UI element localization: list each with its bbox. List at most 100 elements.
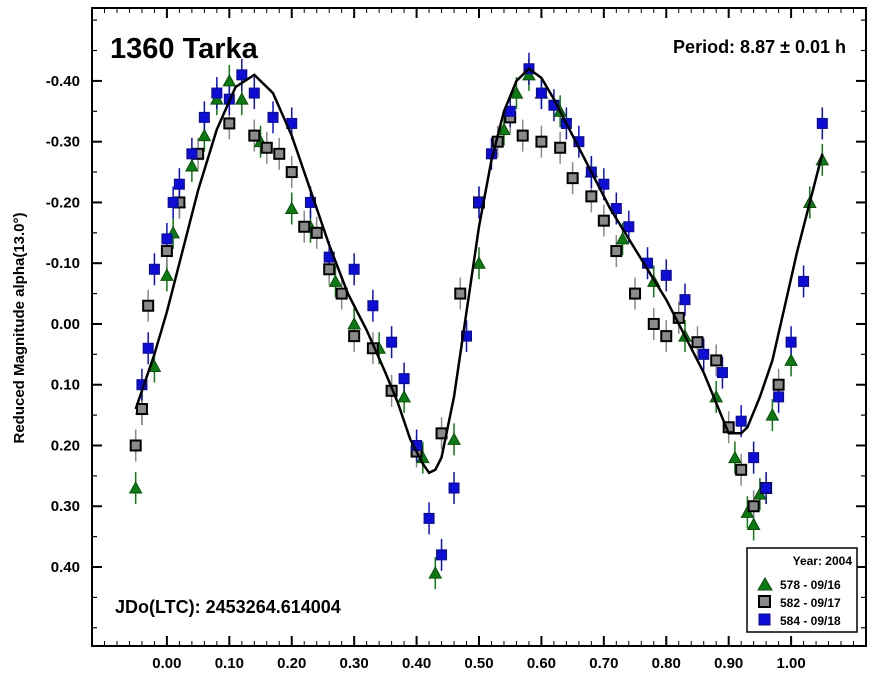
legend-blue-square-icon — [758, 613, 771, 626]
period-label: Period: 8.87 ± 0.01 h — [673, 37, 846, 57]
data-point-578 — [522, 67, 536, 81]
data-point-584 — [198, 111, 210, 123]
legend-entry-582: 582 - 09/17 — [780, 596, 841, 610]
data-point-584 — [161, 233, 173, 245]
x-axis: 0.00 0.10 0.20 0.30 0.40 0.50 0.60 0.70 0.80 0.90… — [103, 8, 855, 672]
data-point-584 — [716, 367, 728, 379]
chart-title: 1360 Tarka — [110, 33, 259, 65]
data-point-578 — [284, 201, 299, 215]
data-point-582 — [772, 378, 785, 391]
plot-frame — [91, 7, 867, 647]
data-point-582 — [535, 135, 548, 148]
data-point-584 — [236, 69, 248, 81]
data-point-582 — [135, 403, 148, 416]
data-point-578 — [222, 73, 237, 87]
data-point-578 — [765, 408, 780, 421]
x-tick-label: 0.90 — [714, 655, 743, 672]
data-point-584 — [423, 512, 435, 524]
legend-entry-584: 584 - 09/18 — [780, 614, 841, 628]
data-point-578 — [397, 389, 411, 403]
legend: Year: 2004 578 - 09/16 582 - 09/17 584 -… — [746, 547, 858, 633]
data-point-582 — [585, 190, 598, 203]
legend-triangle-icon — [757, 577, 773, 591]
y-tick-label: 0.00 — [51, 316, 80, 333]
data-point-578 — [784, 353, 798, 366]
data-point-582 — [691, 336, 704, 349]
data-point-582 — [554, 141, 567, 154]
data-point-584 — [248, 87, 260, 99]
data-point-578 — [234, 92, 249, 105]
data-point-584 — [798, 275, 810, 287]
x-tick-label: 0.20 — [277, 655, 306, 672]
data-point-582 — [660, 330, 673, 343]
data-point-578 — [160, 268, 174, 281]
data-point-582 — [298, 220, 311, 233]
legend-gray-square-icon — [758, 595, 771, 608]
y-tick-label: -0.10 — [46, 255, 80, 272]
data-point-578 — [497, 122, 511, 136]
data-point-582 — [647, 317, 660, 330]
data-point-584 — [535, 87, 547, 99]
data-point-582 — [735, 463, 748, 476]
y-tick-label: 0.30 — [51, 498, 80, 515]
data-point-584 — [173, 178, 185, 190]
data-point-584 — [760, 482, 772, 494]
data-point-584 — [186, 148, 198, 160]
y-tick-label: 0.10 — [51, 377, 80, 394]
data-point-578 — [347, 316, 362, 330]
data-point-582 — [223, 117, 236, 130]
legend-entry-578: 578 - 09/16 — [780, 578, 841, 592]
x-tick-label: 0.30 — [340, 655, 369, 672]
data-point-584 — [679, 294, 691, 306]
data-point-584 — [267, 111, 279, 123]
x-tick-label: 0.70 — [589, 655, 618, 672]
data-point-578 — [509, 86, 524, 99]
data-point-584 — [386, 336, 398, 348]
data-point-582 — [129, 439, 142, 452]
data-point-582 — [248, 129, 261, 142]
data-point-582 — [610, 245, 623, 258]
data-point-578 — [328, 274, 343, 287]
data-point-584 — [348, 263, 360, 275]
y-tick-label: 0.20 — [51, 437, 80, 454]
x-tick-label: 0.50 — [464, 655, 493, 672]
data-point-578 — [472, 256, 486, 269]
legend-title: Year: 2004 — [793, 554, 853, 568]
x-tick-label: 0.00 — [152, 655, 181, 672]
data-point-584 — [785, 336, 797, 348]
fit-curve — [134, 67, 824, 475]
y-tick-label: -0.30 — [46, 134, 80, 151]
data-point-582 — [335, 287, 348, 300]
data-point-584 — [748, 452, 760, 464]
data-point-582 — [710, 354, 723, 367]
data-point-584 — [398, 373, 410, 385]
data-point-582 — [566, 172, 579, 185]
data-point-582 — [160, 245, 173, 258]
y-tick-label: -0.20 — [46, 194, 80, 211]
data-point-578 — [615, 231, 630, 245]
data-point-584 — [773, 391, 785, 403]
data-point-584 — [461, 330, 473, 342]
data-point-584 — [436, 549, 448, 561]
data-point-582 — [142, 299, 155, 312]
x-tick-label: 1.00 — [776, 655, 805, 672]
data-point-584 — [816, 117, 828, 129]
data-point-582 — [273, 147, 286, 160]
y-tick-label: -0.40 — [46, 73, 80, 90]
data-point-578 — [128, 480, 143, 494]
data-point-578 — [197, 128, 212, 142]
x-tick-label: 0.80 — [652, 655, 681, 672]
data-point-584 — [448, 482, 460, 494]
y-axis: -0.40 -0.30 -0.20 -0.10 0.00 0.10 0.20 0.30 0.40 — [46, 19, 866, 629]
data-point-582 — [516, 129, 529, 142]
data-point-584 — [148, 263, 160, 275]
data-point-582 — [454, 287, 467, 300]
data-point-584 — [735, 415, 747, 427]
data-point-584 — [367, 300, 379, 312]
data-point-582 — [323, 263, 336, 276]
data-point-584 — [167, 196, 179, 208]
data-point-578 — [185, 158, 199, 172]
data-point-584 — [623, 221, 635, 233]
x-tick-label: 0.60 — [527, 655, 556, 672]
data-point-578 — [428, 566, 443, 579]
